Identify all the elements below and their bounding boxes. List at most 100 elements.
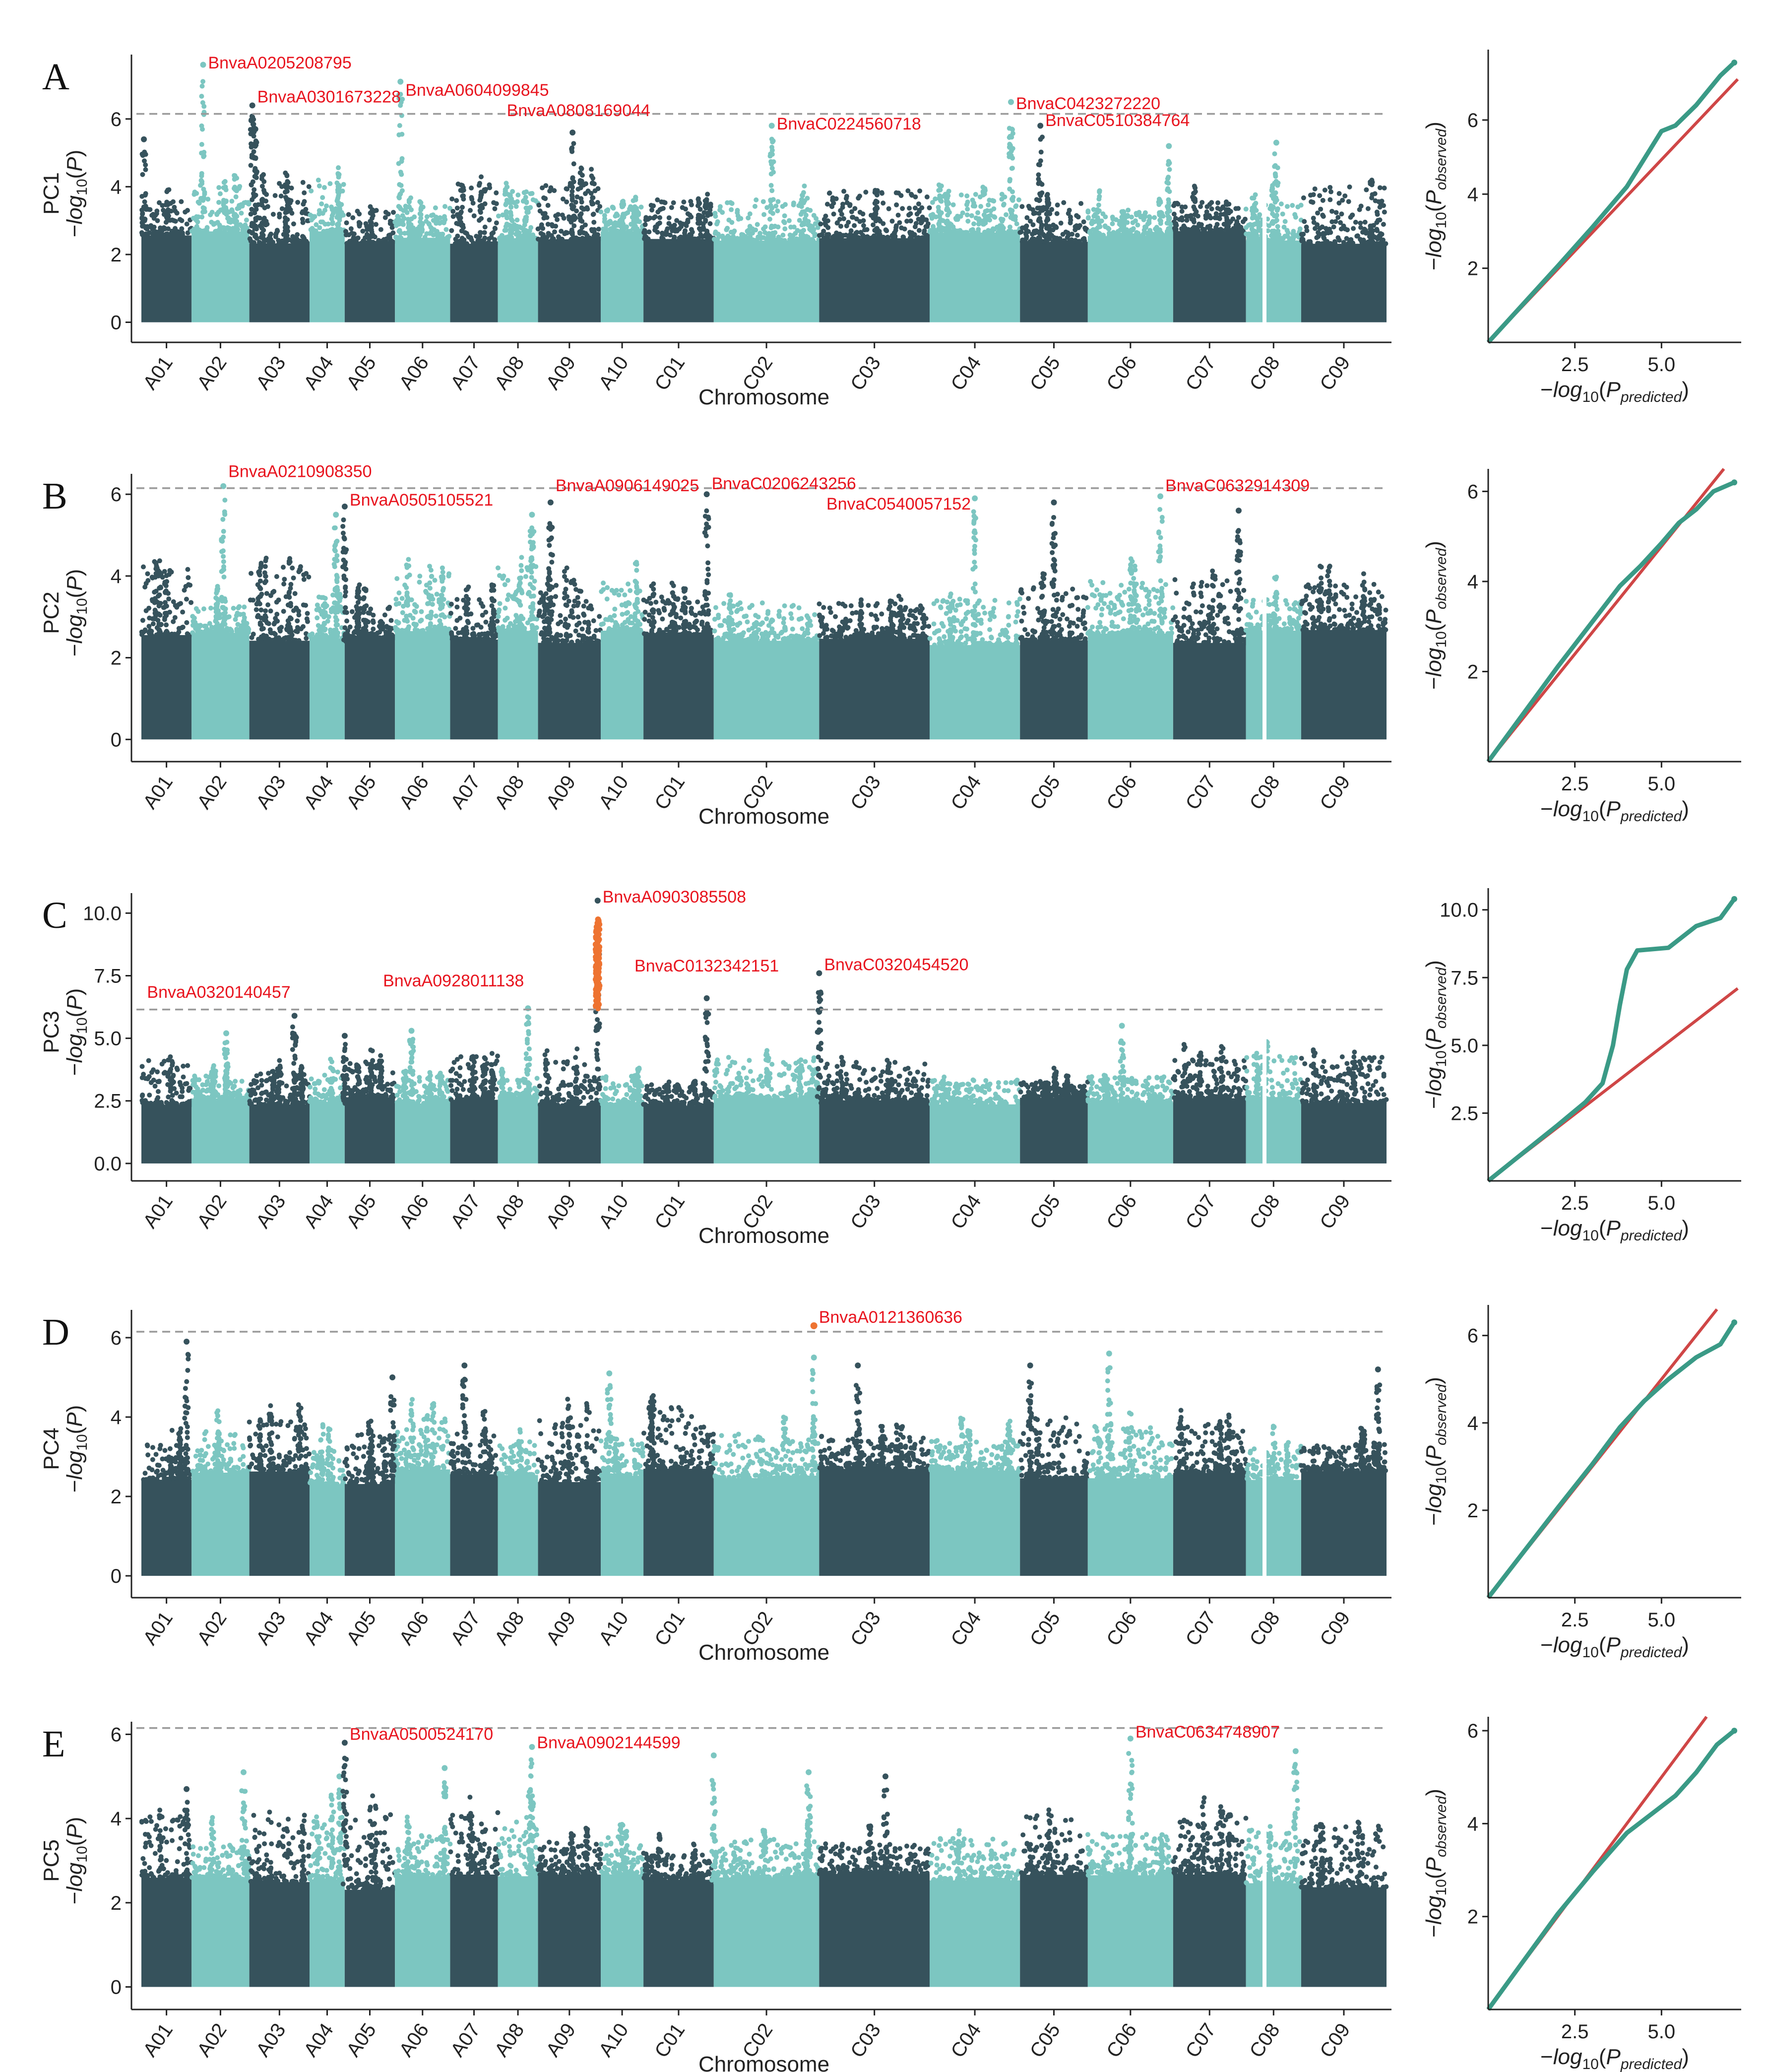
snp-point [614, 223, 619, 228]
snp-point [141, 204, 146, 210]
snp-point [244, 217, 249, 223]
snp-point [808, 228, 814, 233]
x-tick-label-C06: C06 [1102, 352, 1141, 394]
snp-point [253, 226, 259, 232]
snp-point [745, 619, 750, 625]
snp-point [1184, 213, 1189, 219]
peak-point-C06 [1166, 143, 1172, 149]
snp-point [621, 202, 627, 207]
snp-point [454, 618, 460, 623]
snp-point [960, 210, 965, 216]
snp-point [367, 610, 373, 616]
snp-point [632, 602, 638, 607]
snp-point [495, 619, 500, 624]
snp-point [1273, 233, 1279, 239]
snp-point [450, 209, 456, 214]
snp-point [986, 202, 991, 208]
snp-point [1029, 237, 1035, 242]
snp-point [713, 213, 718, 219]
snp-point [612, 606, 618, 612]
snp-point [415, 628, 420, 634]
snp-point [649, 207, 655, 213]
snp-point [204, 225, 210, 231]
snp-point [769, 147, 775, 153]
snp-point [633, 197, 638, 202]
snp-point [140, 172, 145, 177]
snp-point [1070, 231, 1075, 237]
snp-point [157, 200, 162, 205]
snp-point [705, 213, 710, 218]
snp-point [1254, 216, 1260, 221]
snp-point [981, 218, 987, 223]
snp-point [904, 218, 910, 224]
snp-point [399, 188, 405, 194]
snp-point [246, 627, 252, 632]
snp-point [322, 207, 328, 213]
snp-point [1317, 193, 1323, 198]
snp-point [1236, 228, 1242, 234]
snp-point [341, 182, 346, 187]
snp-point [492, 206, 498, 211]
snp-point [156, 233, 161, 238]
snp-point [513, 231, 519, 237]
snp-point [638, 204, 644, 210]
snp-point [1273, 219, 1278, 224]
snp-point [343, 229, 349, 234]
snp-point [286, 590, 292, 596]
snp-point [522, 222, 527, 228]
snp-point [1225, 220, 1231, 226]
snp-point [306, 184, 312, 190]
snp-point [142, 199, 147, 204]
snp-point [501, 573, 506, 579]
snp-point [428, 615, 433, 621]
snp-point [284, 229, 290, 235]
snp-point [1198, 223, 1203, 228]
snp-point [846, 220, 851, 225]
snp-point [431, 218, 436, 223]
snp-point [182, 587, 187, 593]
snp-point [450, 214, 456, 219]
snp-point [769, 136, 774, 142]
snp-point [211, 222, 216, 227]
snp-point [1146, 220, 1152, 226]
snp-point [483, 609, 489, 615]
snp-point [470, 626, 476, 631]
snp-point [406, 557, 411, 562]
snp-point [348, 226, 354, 231]
snp-point [568, 238, 573, 243]
snp-point [253, 202, 258, 208]
snp-point [1096, 220, 1102, 226]
snp-point [626, 229, 631, 234]
snp-point [514, 217, 520, 223]
snp-point [897, 220, 902, 225]
snp-point [976, 227, 981, 232]
snp-point [1340, 197, 1345, 203]
snp-point [228, 627, 234, 633]
snp-point [474, 234, 479, 239]
snp-point [1185, 228, 1190, 233]
snp-point [518, 621, 524, 627]
snp-point [490, 633, 495, 638]
snp-point [199, 127, 205, 132]
snp-point [381, 240, 386, 245]
snp-point [296, 612, 302, 618]
snp-point [163, 588, 169, 593]
snp-point [873, 216, 878, 221]
snp-point [1345, 227, 1350, 233]
snp-point [1240, 219, 1246, 224]
snp-point [404, 613, 409, 619]
snp-point [301, 572, 307, 578]
snp-point [681, 606, 687, 611]
snp-point [433, 613, 439, 619]
snp-point [477, 218, 482, 223]
snp-point [216, 185, 222, 191]
snp-point [802, 209, 807, 214]
snp-point [467, 207, 473, 213]
snp-point [429, 213, 434, 218]
snp-point [585, 189, 591, 194]
snp-point [1001, 202, 1006, 208]
snp-point [287, 594, 292, 600]
snp-point [1155, 231, 1161, 237]
x-tick-label-A07: A07 [446, 352, 485, 394]
snp-point [252, 210, 257, 216]
